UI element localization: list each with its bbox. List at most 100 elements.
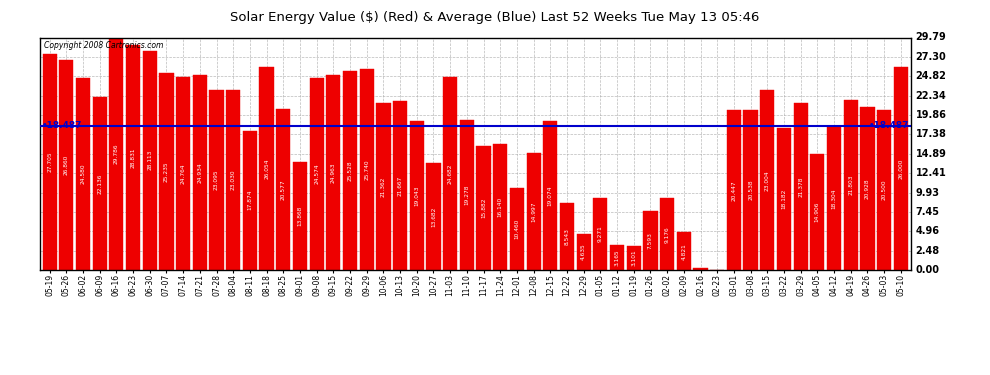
Text: 9.271: 9.271 bbox=[598, 225, 603, 242]
Bar bbox=[644, 211, 657, 270]
Bar bbox=[259, 67, 273, 270]
Text: 29.786: 29.786 bbox=[114, 144, 119, 164]
Text: 22.136: 22.136 bbox=[97, 173, 102, 194]
Bar bbox=[593, 198, 608, 270]
Bar bbox=[743, 110, 757, 270]
Text: •18.487: •18.487 bbox=[868, 121, 909, 130]
Text: 18.304: 18.304 bbox=[832, 188, 837, 209]
Text: 26.054: 26.054 bbox=[264, 158, 269, 178]
Bar bbox=[860, 106, 874, 270]
Text: 21.803: 21.803 bbox=[848, 175, 853, 195]
Text: 4.96: 4.96 bbox=[916, 226, 940, 236]
Bar bbox=[327, 75, 341, 270]
Text: 3.101: 3.101 bbox=[632, 250, 637, 266]
Bar bbox=[459, 120, 474, 270]
Text: 24.764: 24.764 bbox=[180, 163, 186, 184]
Bar bbox=[760, 90, 774, 270]
Text: 26.000: 26.000 bbox=[898, 158, 903, 179]
Text: 17.874: 17.874 bbox=[248, 190, 252, 210]
Text: 20.577: 20.577 bbox=[281, 179, 286, 200]
Text: 21.362: 21.362 bbox=[381, 177, 386, 197]
Bar bbox=[193, 75, 207, 270]
Bar bbox=[376, 103, 390, 270]
Bar bbox=[210, 90, 224, 270]
Bar bbox=[610, 245, 624, 270]
Text: 23.095: 23.095 bbox=[214, 170, 219, 190]
Bar bbox=[43, 54, 56, 270]
Text: 24.574: 24.574 bbox=[314, 164, 319, 184]
Text: 7.45: 7.45 bbox=[916, 207, 940, 217]
Text: 4.635: 4.635 bbox=[581, 243, 586, 260]
Bar bbox=[527, 153, 541, 270]
Text: 19.86: 19.86 bbox=[916, 110, 946, 120]
Text: 24.580: 24.580 bbox=[80, 164, 85, 184]
Text: 14.906: 14.906 bbox=[815, 202, 820, 222]
Bar bbox=[877, 110, 891, 270]
Bar bbox=[827, 127, 842, 270]
Bar bbox=[493, 144, 507, 270]
Text: 19.074: 19.074 bbox=[547, 185, 552, 206]
Bar bbox=[576, 234, 591, 270]
Text: 20.447: 20.447 bbox=[732, 180, 737, 201]
Bar bbox=[59, 60, 73, 270]
Text: 24.682: 24.682 bbox=[447, 164, 452, 184]
Bar bbox=[894, 67, 908, 270]
Text: 25.740: 25.740 bbox=[364, 159, 369, 180]
Text: Solar Energy Value ($) (Red) & Average (Blue) Last 52 Weeks Tue May 13 05:46: Solar Energy Value ($) (Red) & Average (… bbox=[231, 11, 759, 24]
Bar bbox=[727, 110, 741, 270]
Text: 14.89: 14.89 bbox=[916, 149, 946, 159]
Text: 22.34: 22.34 bbox=[916, 91, 946, 101]
Text: 28.831: 28.831 bbox=[131, 147, 136, 168]
Text: 2.48: 2.48 bbox=[916, 246, 940, 256]
Bar bbox=[343, 71, 357, 270]
Bar bbox=[476, 146, 491, 270]
Text: 27.30: 27.30 bbox=[916, 52, 946, 62]
Text: 20.500: 20.500 bbox=[882, 180, 887, 200]
Bar bbox=[176, 77, 190, 270]
Text: 10.460: 10.460 bbox=[515, 219, 520, 239]
Text: 26.860: 26.860 bbox=[63, 155, 68, 176]
Text: 24.82: 24.82 bbox=[916, 71, 946, 81]
Text: 29.79: 29.79 bbox=[916, 33, 946, 42]
Text: 25.528: 25.528 bbox=[347, 160, 352, 181]
Text: 14.997: 14.997 bbox=[531, 201, 537, 222]
Text: 12.41: 12.41 bbox=[916, 168, 946, 178]
Bar bbox=[93, 97, 107, 270]
Text: 27.705: 27.705 bbox=[48, 152, 52, 172]
Bar bbox=[359, 69, 374, 270]
Bar bbox=[276, 110, 290, 270]
Text: Copyright 2008 Cartronics.com: Copyright 2008 Cartronics.com bbox=[44, 41, 163, 50]
Bar bbox=[660, 198, 674, 270]
Bar bbox=[444, 77, 457, 270]
Text: 24.934: 24.934 bbox=[197, 162, 202, 183]
Bar bbox=[843, 100, 857, 270]
Bar bbox=[159, 73, 173, 270]
Bar bbox=[393, 101, 407, 270]
Bar bbox=[76, 78, 90, 270]
Text: 19.278: 19.278 bbox=[464, 184, 469, 205]
Text: 8.543: 8.543 bbox=[564, 228, 569, 245]
Bar bbox=[677, 232, 691, 270]
Text: 7.593: 7.593 bbox=[647, 232, 653, 249]
Text: 23.030: 23.030 bbox=[231, 170, 236, 190]
Bar bbox=[510, 188, 524, 270]
Text: 15.882: 15.882 bbox=[481, 198, 486, 218]
Text: 3.165: 3.165 bbox=[615, 249, 620, 266]
Text: 24.963: 24.963 bbox=[331, 162, 336, 183]
Bar bbox=[410, 122, 424, 270]
Text: 25.235: 25.235 bbox=[164, 161, 169, 182]
Text: 18.182: 18.182 bbox=[781, 189, 786, 209]
Text: 13.682: 13.682 bbox=[431, 206, 436, 227]
Bar bbox=[427, 163, 441, 270]
Text: 21.667: 21.667 bbox=[398, 176, 403, 196]
Text: 21.378: 21.378 bbox=[798, 176, 803, 197]
Text: 23.004: 23.004 bbox=[764, 170, 770, 190]
Bar bbox=[544, 121, 557, 270]
Bar bbox=[777, 128, 791, 270]
Text: 28.113: 28.113 bbox=[148, 150, 152, 171]
Bar bbox=[794, 103, 808, 270]
Text: 4.821: 4.821 bbox=[681, 243, 686, 260]
Text: 9.176: 9.176 bbox=[664, 226, 669, 243]
Text: 17.38: 17.38 bbox=[916, 129, 946, 140]
Text: 9.93: 9.93 bbox=[916, 188, 940, 198]
